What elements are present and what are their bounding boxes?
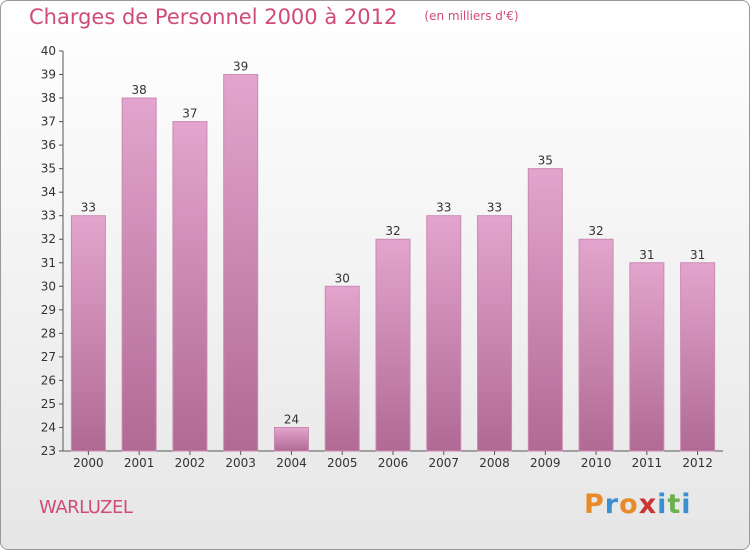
y-tick-label: 24 — [41, 420, 56, 434]
data-label: 33 — [436, 201, 451, 215]
y-tick-label: 26 — [41, 373, 56, 387]
y-tick-label: 36 — [41, 138, 56, 152]
x-tick-label: 2004 — [276, 456, 307, 470]
logo-letter: P — [584, 489, 605, 520]
data-label: 37 — [182, 107, 197, 121]
bar — [273, 426, 309, 452]
y-tick-label: 30 — [41, 279, 56, 293]
bar — [375, 238, 411, 452]
data-label: 31 — [639, 248, 654, 262]
commune-name: WARLUZEL — [39, 497, 133, 518]
y-tick-label: 27 — [41, 350, 56, 364]
bar — [578, 238, 614, 452]
logo-letter: r — [604, 489, 620, 520]
bar — [223, 74, 259, 452]
y-tick-label: 32 — [41, 232, 56, 246]
data-label: 38 — [132, 83, 147, 97]
bar — [172, 121, 208, 452]
x-tick-label: 2003 — [225, 456, 256, 470]
x-tick-label: 2009 — [530, 456, 561, 470]
x-tick-label: 2010 — [581, 456, 612, 470]
bar — [426, 215, 462, 452]
bar — [629, 262, 665, 452]
data-label: 32 — [588, 224, 603, 238]
logo-letter: o — [619, 489, 639, 520]
chart-title: Charges de Personnel 2000 à 2012 — [29, 5, 398, 29]
x-tick-label: 2001 — [124, 456, 155, 470]
bar — [680, 262, 716, 452]
y-tick-label: 29 — [41, 303, 56, 317]
data-label: 31 — [690, 248, 705, 262]
chart-header: Charges de Personnel 2000 à 2012 (en mil… — [29, 5, 519, 29]
x-tick-label: 2002 — [175, 456, 206, 470]
y-tick-label: 34 — [41, 185, 56, 199]
y-tick-label: 38 — [41, 91, 56, 105]
bar — [324, 285, 360, 452]
x-tick-label: 2007 — [428, 456, 459, 470]
data-label: 39 — [233, 60, 248, 74]
logo-letter: t — [667, 489, 682, 520]
bar — [527, 168, 563, 452]
x-tick-label: 2005 — [327, 456, 358, 470]
x-tick-label: 2008 — [479, 456, 510, 470]
x-tick-label: 2006 — [378, 456, 409, 470]
y-tick-label: 23 — [41, 444, 56, 458]
data-label: 30 — [335, 271, 350, 285]
y-tick-label: 35 — [41, 162, 56, 176]
x-tick-label: 2000 — [73, 456, 104, 470]
y-tick-label: 33 — [41, 209, 56, 223]
logo-letter: x — [638, 489, 658, 520]
bar — [477, 215, 513, 452]
y-tick-label: 40 — [41, 44, 56, 58]
data-label: 24 — [284, 412, 299, 426]
data-label: 35 — [538, 154, 553, 168]
y-tick-label: 25 — [41, 397, 56, 411]
x-tick-label: 2012 — [682, 456, 713, 470]
y-tick-label: 31 — [41, 256, 56, 270]
data-label: 33 — [81, 201, 96, 215]
bar — [121, 97, 157, 452]
y-tick-label: 39 — [41, 68, 56, 82]
y-tick-label: 28 — [41, 326, 56, 340]
y-tick-label: 37 — [41, 115, 56, 129]
data-label: 32 — [385, 224, 400, 238]
bar — [70, 215, 106, 452]
proxiti-logo: Proxiti — [584, 489, 692, 520]
data-label: 33 — [487, 201, 502, 215]
chart-subtitle: (en milliers d'€) — [424, 9, 519, 23]
logo-letter: i — [657, 489, 668, 520]
logo-letter: i — [681, 489, 692, 520]
x-tick-label: 2011 — [632, 456, 663, 470]
